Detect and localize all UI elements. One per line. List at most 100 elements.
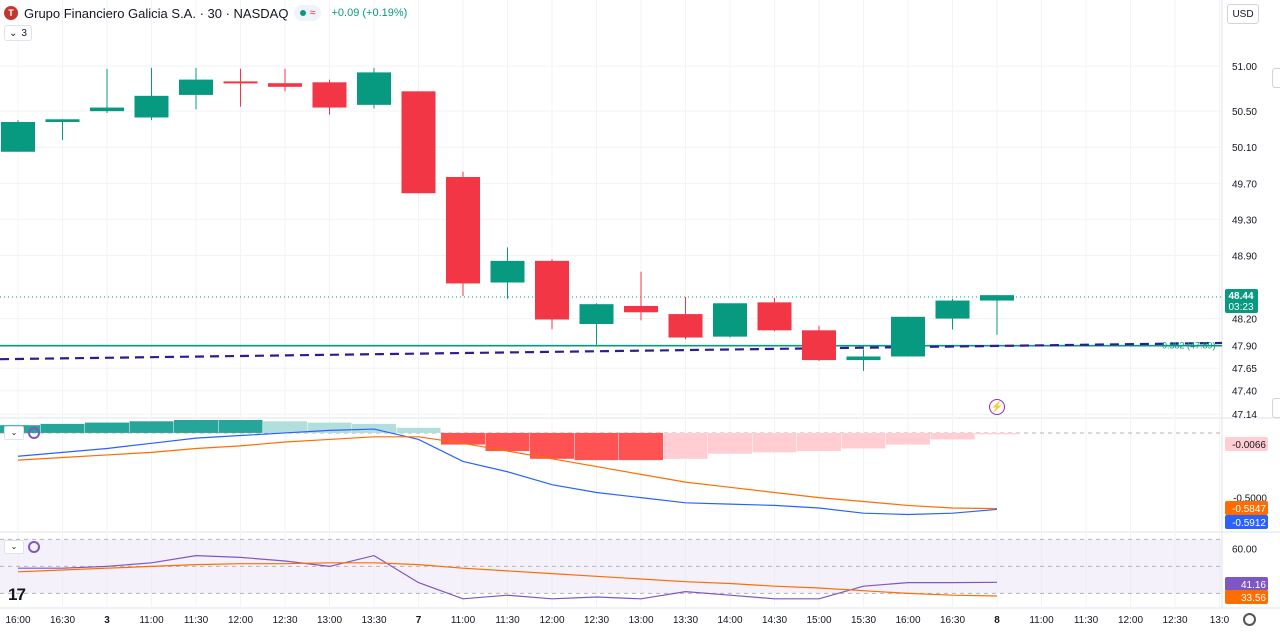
macd-histogram-bar bbox=[530, 432, 574, 459]
time-tick-label: 12:30 bbox=[584, 615, 609, 626]
last-price-badge bbox=[1225, 288, 1258, 313]
macd-histogram-bar bbox=[352, 423, 396, 433]
candle-body bbox=[980, 295, 1014, 301]
candle-body bbox=[713, 303, 747, 337]
candle-body bbox=[45, 119, 80, 122]
macd-refresh-icon[interactable] bbox=[28, 426, 40, 439]
macd-value-badge bbox=[1225, 515, 1268, 529]
time-tick-label: 12:00 bbox=[228, 615, 253, 626]
macd-histogram-bar bbox=[930, 432, 975, 440]
right-panel-grip-top[interactable] bbox=[1272, 68, 1280, 88]
time-tick-label: 14:30 bbox=[762, 615, 787, 626]
macd-line bbox=[17, 428, 998, 516]
macd-histogram-bar bbox=[886, 432, 930, 445]
macd-histogram-bar bbox=[752, 432, 797, 453]
time-tick-label: 11:00 bbox=[139, 615, 164, 626]
market-status-pill[interactable]: ≈ bbox=[294, 5, 322, 21]
tradingview-logo[interactable]: 17 bbox=[8, 585, 26, 604]
rsi-collapse-chevron-icon[interactable]: ⌄ bbox=[4, 539, 24, 554]
candle-body bbox=[624, 305, 658, 313]
time-tick-label: 12:30 bbox=[272, 615, 297, 626]
price-tick-label: 48.20 bbox=[1232, 315, 1257, 326]
candle-body bbox=[401, 91, 436, 194]
indicator-count: 3 bbox=[21, 27, 27, 39]
time-tick-label: 12:00 bbox=[1118, 615, 1143, 626]
rsi-line bbox=[18, 554, 998, 600]
candle-body bbox=[802, 330, 836, 361]
price-tick-label: 49.70 bbox=[1232, 179, 1257, 190]
company-logo[interactable]: T bbox=[4, 6, 18, 20]
rsi-ma-badge bbox=[1225, 590, 1268, 604]
currency-button[interactable]: USD bbox=[1227, 4, 1259, 24]
price-tick-label: 50.10 bbox=[1232, 143, 1257, 154]
macd-collapse-chevron-icon[interactable]: ⌄ bbox=[4, 425, 24, 440]
macd-histogram-bar bbox=[975, 432, 1019, 435]
candle-body bbox=[579, 304, 614, 325]
time-tick-label: 16:00 bbox=[5, 615, 30, 626]
price-tick-label: 50.50 bbox=[1232, 107, 1257, 118]
time-tick-label: 13:00 bbox=[317, 615, 342, 626]
time-tick-label: 16:00 bbox=[895, 615, 920, 626]
macd-histogram-bar bbox=[396, 427, 441, 433]
rsi-ma-line bbox=[17, 562, 998, 597]
macd-histogram-bar bbox=[441, 432, 485, 445]
price-tick-label: 47.65 bbox=[1232, 364, 1257, 375]
time-tick-label: 7 bbox=[416, 615, 422, 626]
candle-body bbox=[490, 260, 525, 283]
candle-body bbox=[757, 302, 792, 331]
symbol-title[interactable]: Grupo Financiero Galicia S.A. · 30 · NAS… bbox=[24, 5, 289, 21]
macd-histogram-bar bbox=[174, 420, 218, 433]
candle-body bbox=[535, 260, 569, 320]
macd-histogram-bar bbox=[485, 432, 530, 452]
rsi-value-badge bbox=[1225, 577, 1268, 591]
time-tick-label: 15:30 bbox=[851, 615, 876, 626]
time-tick-label: 16:30 bbox=[50, 615, 75, 626]
macd-histogram-bar bbox=[841, 432, 886, 449]
candle-body bbox=[846, 356, 881, 361]
time-tick-label: 16:30 bbox=[940, 615, 965, 626]
time-tick-label: 15:00 bbox=[806, 615, 831, 626]
candle-body bbox=[90, 107, 124, 112]
macd-value-label: -0.5912 bbox=[1232, 518, 1266, 529]
candle-body bbox=[668, 314, 703, 338]
macd-hist-label: -0.0066 bbox=[1232, 440, 1266, 451]
time-tick-label: 3 bbox=[104, 615, 110, 626]
time-tick-label: 14:00 bbox=[717, 615, 742, 626]
price-tick-label: 49.30 bbox=[1232, 215, 1257, 226]
time-tick-label: 13:00 bbox=[628, 615, 653, 626]
macd-signal-badge bbox=[1225, 501, 1268, 515]
time-tick-label: 11:30 bbox=[184, 615, 209, 626]
macd-tick-label: -0.5000 bbox=[1233, 494, 1267, 505]
price-change: +0.09 (+0.19%) bbox=[331, 7, 408, 19]
macd-histogram-bar bbox=[663, 432, 708, 459]
macd-histogram-bar bbox=[708, 432, 752, 454]
gear-icon[interactable] bbox=[1243, 613, 1256, 626]
fib-level-label: 0.382 (47.89) bbox=[1162, 341, 1216, 351]
price-tick-label: 47.14 bbox=[1232, 410, 1257, 421]
macd-histogram-bar bbox=[85, 422, 129, 433]
macd-histogram-bar bbox=[129, 421, 174, 433]
countdown-label: 03:23 bbox=[1228, 302, 1253, 313]
macd-histogram-bar bbox=[797, 432, 841, 452]
macd-histogram-bar bbox=[574, 432, 619, 461]
time-tick-label: 13:30 bbox=[673, 615, 698, 626]
macd-histogram-bar bbox=[263, 421, 307, 433]
candle-body bbox=[312, 82, 347, 108]
time-tick-label: 11:00 bbox=[451, 615, 476, 626]
candle-body bbox=[223, 81, 258, 84]
lightning-icon[interactable]: ⚡ bbox=[989, 399, 1005, 415]
macd-histogram-bar bbox=[619, 432, 663, 461]
chevron-down-icon: ⌄ bbox=[9, 27, 18, 39]
candle-body bbox=[179, 79, 213, 95]
time-tick-label: 13:30 bbox=[361, 615, 386, 626]
time-tick-label: 12:30 bbox=[1162, 615, 1187, 626]
price-tick-label: 47.90 bbox=[1232, 342, 1257, 353]
rsi-refresh-icon[interactable] bbox=[28, 540, 40, 553]
rsi-tick-label: 60.00 bbox=[1232, 544, 1257, 555]
right-panel-grip-bottom[interactable] bbox=[1272, 398, 1280, 418]
rsi-ma-label: 33.56 bbox=[1241, 593, 1266, 604]
macd-histogram-bar bbox=[40, 423, 85, 433]
candle-body bbox=[446, 177, 480, 284]
legend-collapse-button[interactable]: ⌄ 3 bbox=[4, 25, 32, 41]
